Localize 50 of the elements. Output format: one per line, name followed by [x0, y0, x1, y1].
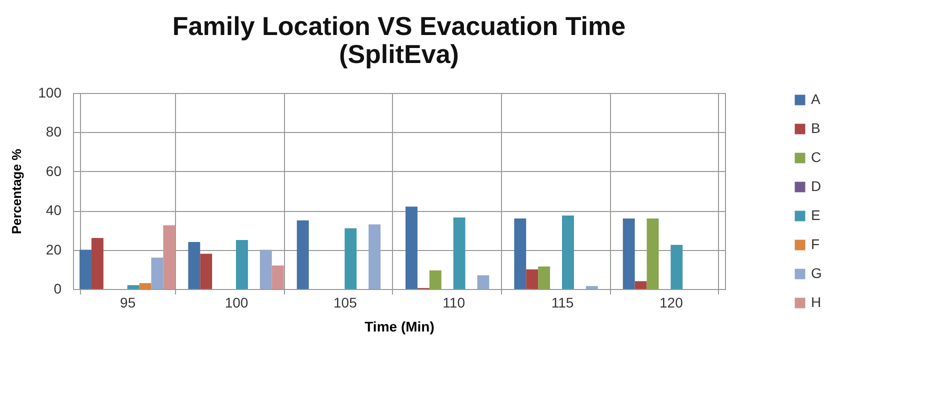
y-tick-label: 20 — [46, 241, 62, 258]
x-tick-label: 105 — [333, 294, 358, 310]
bar — [586, 286, 598, 289]
bar — [272, 265, 284, 289]
y-axis-title: Percentage % — [9, 148, 24, 234]
bar — [236, 240, 248, 289]
bar — [163, 225, 176, 289]
y-tick-label: 60 — [46, 162, 62, 179]
legend-label: B — [811, 120, 820, 136]
x-tick-label: 115 — [551, 294, 574, 310]
bar — [344, 228, 357, 289]
legend-label: D — [811, 178, 822, 194]
bar — [453, 217, 466, 289]
y-tick-label: 0 — [54, 280, 62, 296]
bar — [514, 218, 526, 289]
bar — [91, 238, 104, 289]
legend-label: G — [811, 265, 822, 281]
bar — [368, 224, 381, 289]
y-tick-label: 40 — [46, 202, 62, 218]
x-tick-label: 95 — [120, 294, 136, 310]
bar — [406, 206, 418, 289]
legend-label: C — [811, 149, 822, 165]
bar — [429, 270, 442, 289]
bar — [151, 258, 164, 289]
bar — [526, 269, 538, 289]
bar — [670, 244, 683, 289]
y-tick-label: 80 — [46, 124, 62, 140]
bar — [296, 220, 309, 289]
bar — [562, 216, 574, 289]
x-tick-label: 110 — [442, 294, 466, 310]
x-axis-title: Time (Min) — [364, 318, 434, 334]
bar — [260, 250, 272, 289]
legend-label: H — [811, 294, 822, 310]
chart-title: Family Location VS Evacuation Time (SplitEva) — [172, 11, 626, 69]
bar — [634, 281, 647, 289]
bar — [127, 285, 140, 289]
legend-label: A — [811, 91, 821, 107]
y-tick-label: 100 — [38, 84, 62, 100]
bar — [477, 275, 490, 289]
bar — [622, 218, 635, 289]
bar — [139, 283, 152, 289]
bar — [200, 254, 212, 289]
bar — [538, 266, 550, 289]
bar — [80, 250, 92, 289]
x-tick-label: 100 — [224, 294, 248, 310]
legend-label: E — [811, 207, 820, 223]
bar — [188, 242, 200, 289]
legend-label: F — [811, 236, 820, 252]
x-tick-label: 120 — [659, 294, 684, 310]
bar — [646, 218, 659, 289]
